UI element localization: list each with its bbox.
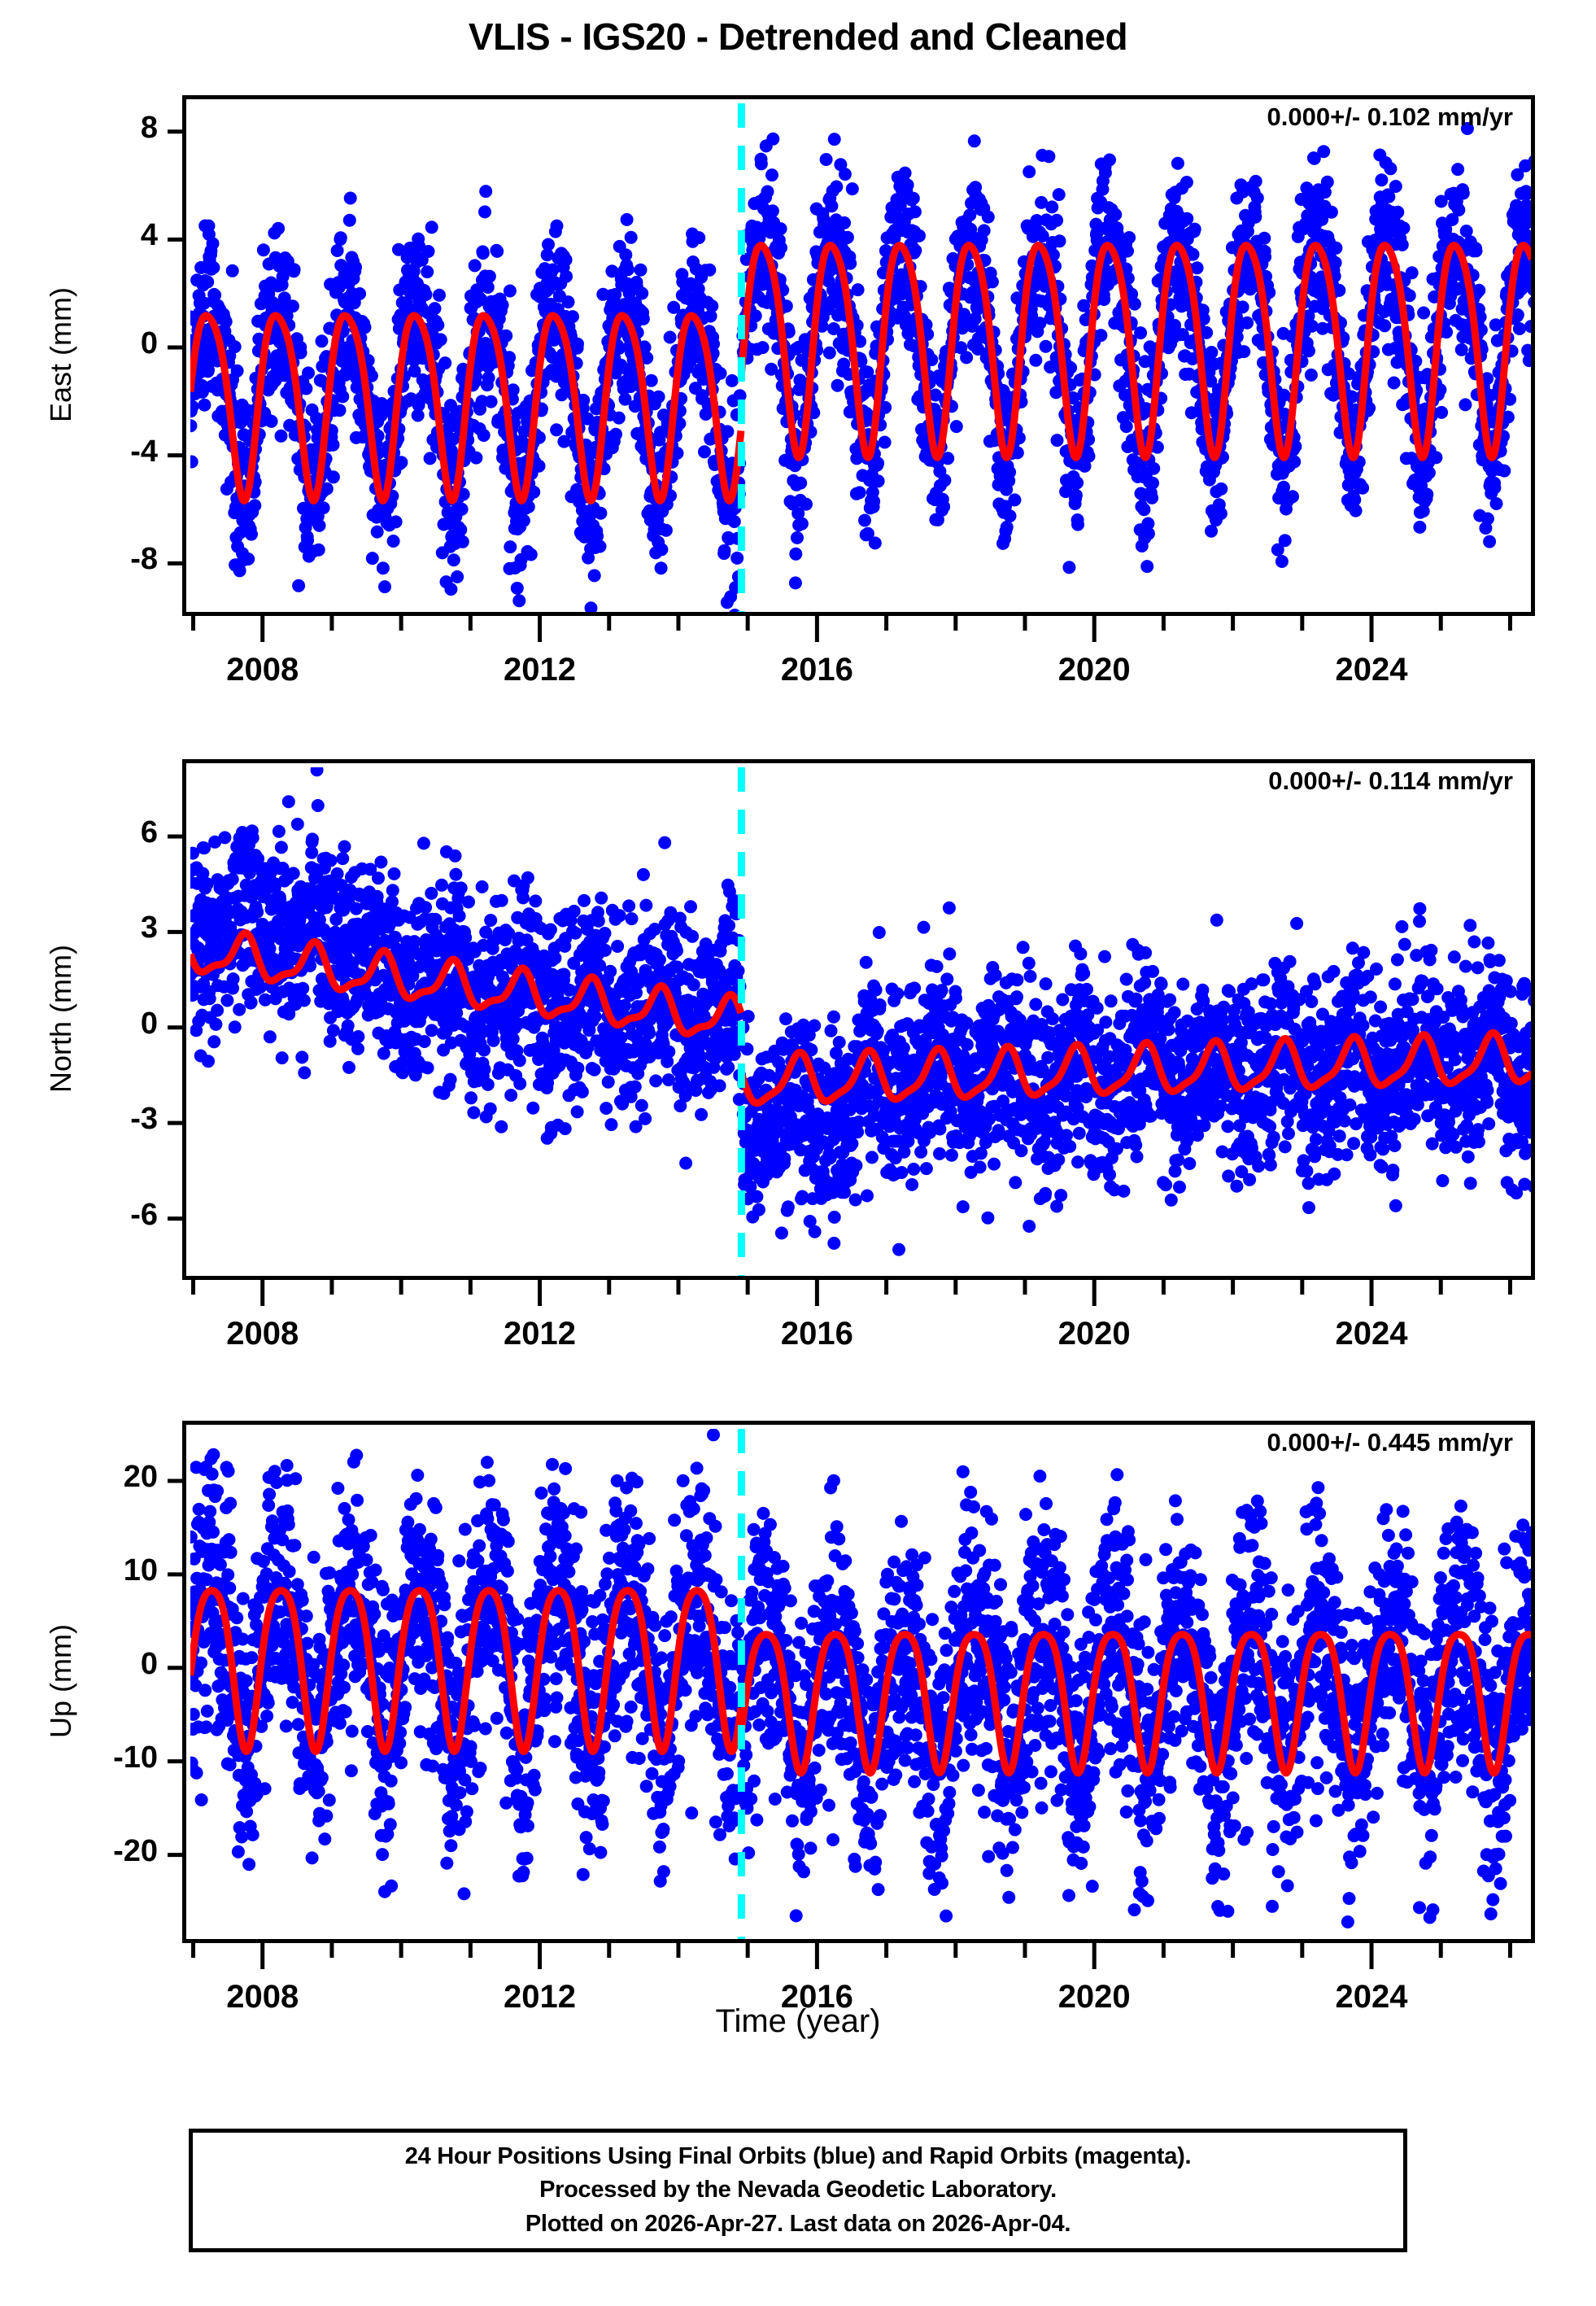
x-tick-label-up-1: 2012 xyxy=(467,1979,613,2016)
x-tick-label-north-2: 2016 xyxy=(743,1316,890,1352)
rate-annotation-north: 0.000+/- 0.114 mm/yr xyxy=(1139,766,1513,796)
y-tick-label-north-0: 6 xyxy=(20,815,158,850)
caption-line-3: Plotted on 2026-Apr-27. Last data on 202… xyxy=(525,2208,1071,2241)
y-tick-label-up-1: 10 xyxy=(20,1553,158,1588)
rate-annotation-east: 0.000+/- 0.102 mm/yr xyxy=(1139,103,1513,132)
x-tick-label-north-0: 2008 xyxy=(190,1316,336,1352)
x-tick-label-east-4: 2024 xyxy=(1298,652,1445,688)
y-tick-label-east-0: 8 xyxy=(20,111,158,146)
x-tick-label-north-3: 2020 xyxy=(1021,1316,1167,1352)
x-tick-label-up-4: 2024 xyxy=(1298,1979,1445,2016)
x-tick-label-east-1: 2012 xyxy=(467,652,613,688)
x-tick-label-north-4: 2024 xyxy=(1298,1316,1445,1352)
y-tick-label-north-3: -3 xyxy=(20,1102,158,1137)
x-tick-label-east-3: 2020 xyxy=(1021,652,1167,688)
axis-ticks-east xyxy=(182,95,1535,665)
x-tick-label-east-0: 2008 xyxy=(190,652,336,688)
x-tick-label-up-2: 2016 xyxy=(743,1979,890,2016)
axis-ticks-up xyxy=(182,1421,1535,1992)
y-tick-label-east-2: 0 xyxy=(20,326,158,361)
y-tick-label-east-1: 4 xyxy=(20,218,158,253)
x-tick-label-north-1: 2012 xyxy=(467,1316,613,1352)
y-tick-label-up-0: 20 xyxy=(20,1460,158,1495)
page-title: VLIS - IGS20 - Detrended and Cleaned xyxy=(0,15,1596,59)
y-tick-label-east-3: -4 xyxy=(20,435,158,469)
y-tick-label-up-4: -20 xyxy=(20,1834,158,1869)
y-tick-label-north-1: 3 xyxy=(20,911,158,946)
x-tick-label-east-2: 2016 xyxy=(743,652,890,688)
rate-annotation-up: 0.000+/- 0.445 mm/yr xyxy=(1139,1428,1513,1457)
y-tick-label-up-2: 0 xyxy=(20,1647,158,1682)
y-tick-label-north-4: -6 xyxy=(20,1198,158,1233)
y-tick-label-east-4: -8 xyxy=(20,542,158,577)
caption-line-1: 24 Hour Positions Using Final Orbits (bl… xyxy=(405,2140,1191,2173)
x-tick-label-up-0: 2008 xyxy=(190,1979,336,2016)
y-tick-label-up-3: -10 xyxy=(20,1740,158,1775)
y-tick-label-north-2: 0 xyxy=(20,1007,158,1042)
caption-line-2: Processed by the Nevada Geodetic Laborat… xyxy=(539,2173,1057,2207)
x-tick-label-up-3: 2020 xyxy=(1021,1979,1167,2016)
axis-ticks-north xyxy=(182,759,1535,1329)
caption-box: 24 Hour Positions Using Final Orbits (bl… xyxy=(189,2129,1407,2252)
